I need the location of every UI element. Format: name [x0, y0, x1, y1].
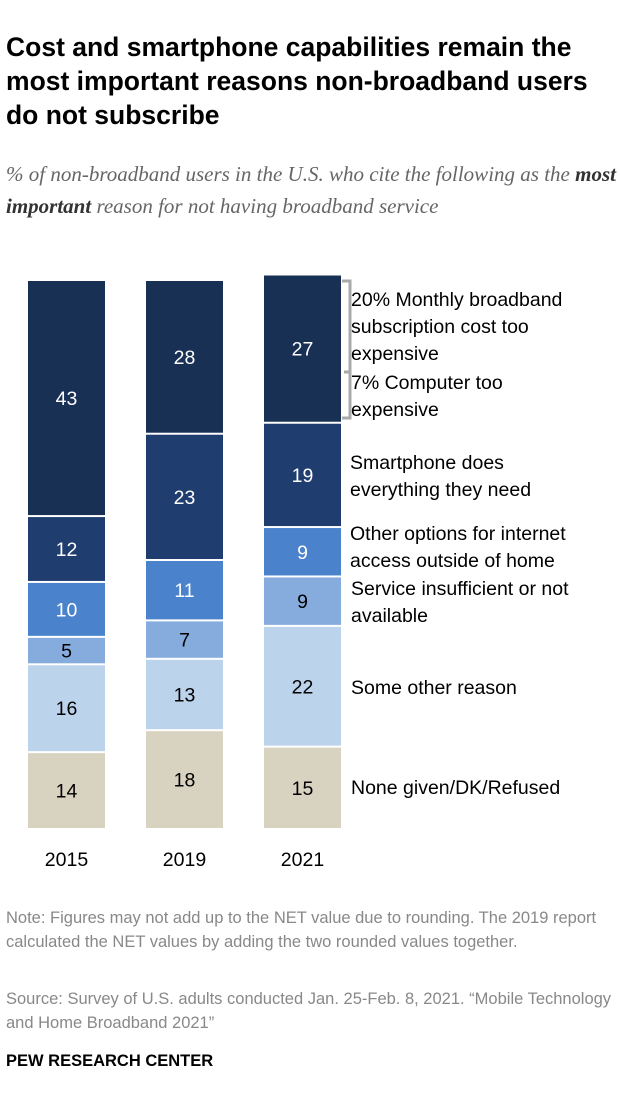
bar-segment — [28, 582, 105, 636]
data-label: 16 — [56, 698, 78, 720]
data-label: 22 — [292, 676, 314, 698]
bar-segment — [264, 577, 341, 625]
bar-segment — [264, 747, 341, 828]
stacked-bar-plot: 14 16 5 10 12 43 2015 18 13 7 11 23 28 2019 15 22 9 9 19 27… — [28, 275, 352, 871]
bar-segment — [28, 517, 105, 581]
bar-segment — [146, 731, 223, 828]
bar-segment — [146, 560, 223, 620]
data-label: 10 — [56, 599, 78, 621]
bar-segment — [28, 637, 105, 664]
cost-bracket — [342, 279, 352, 420]
legend-computer-cost: 7% Computer too expensive — [351, 372, 503, 421]
data-label: 14 — [56, 781, 78, 803]
data-label: 18 — [174, 770, 196, 792]
bar-segment — [28, 281, 105, 516]
chart-source: Source: Survey of U.S. adults conducted … — [6, 990, 612, 1032]
x-tick-label: 2021 — [281, 849, 324, 871]
chart-title: Cost and smartphone capabilities remain … — [6, 32, 588, 130]
bar-segment — [264, 626, 341, 746]
data-label: 5 — [61, 641, 72, 663]
subtitle-text: % of non-broadband users in the U.S. who… — [6, 162, 576, 186]
data-label: 9 — [297, 542, 308, 564]
bar-segment — [264, 528, 341, 576]
bar-segment — [28, 753, 105, 828]
data-label: 23 — [174, 487, 196, 509]
subtitle-emphasis: most important — [6, 162, 616, 218]
data-label: 9 — [297, 591, 308, 613]
subtitle-text-end: reason for not having broadband service — [91, 194, 439, 218]
data-label: 27 — [292, 339, 314, 361]
bar-segment — [146, 281, 223, 433]
legend-smartphone: Smartphone does everything they need — [350, 452, 532, 501]
chart-note: Note: Figures may not add up to the NET … — [6, 909, 597, 951]
chart-subtitle: % of non-broadband users in the U.S. who… — [6, 158, 616, 222]
data-label: 7 — [179, 630, 190, 652]
bar-segment — [146, 434, 223, 559]
legend-none-given: None given/DK/Refused — [351, 777, 561, 799]
data-label: 15 — [292, 778, 314, 800]
legend-monthly-cost: 20% Monthly broadband subscription cost … — [351, 289, 563, 365]
data-label: 11 — [174, 580, 194, 602]
bar-segment — [264, 275, 341, 422]
legend-service: Service insufficient or not available — [351, 578, 569, 627]
data-label: 13 — [174, 684, 196, 706]
legend-some-other: Some other reason — [351, 677, 517, 699]
data-label: 28 — [174, 347, 196, 369]
bar-segment — [146, 659, 223, 730]
bar-segment — [146, 621, 223, 658]
data-label: 43 — [56, 388, 78, 410]
x-tick-label: 2019 — [163, 849, 206, 871]
bar-segment — [28, 665, 105, 752]
bar-segment — [264, 423, 341, 527]
x-tick-label: 2015 — [45, 849, 89, 871]
brand-logo-text: PEW RESEARCH CENTER — [6, 1052, 214, 1070]
data-label: 12 — [56, 539, 78, 561]
data-label: 19 — [292, 465, 314, 487]
legend-other-options: Other options for internet access outsid… — [350, 523, 566, 572]
